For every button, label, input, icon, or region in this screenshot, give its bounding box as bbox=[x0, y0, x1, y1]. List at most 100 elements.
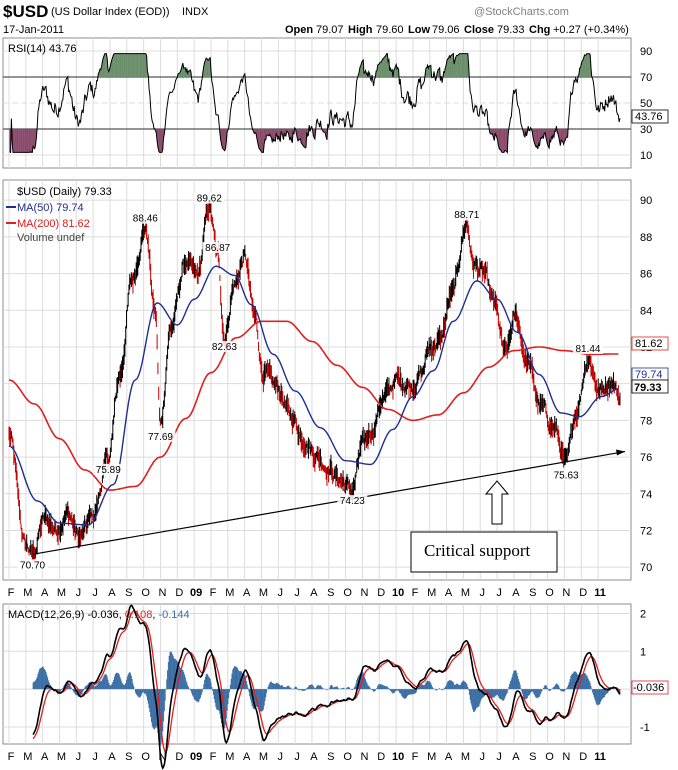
peak-label-bg bbox=[451, 209, 482, 221]
x-tick-label: O bbox=[141, 587, 150, 599]
x-tick-label: A bbox=[512, 587, 520, 599]
price-bars bbox=[8, 197, 621, 564]
x-tick-label: J bbox=[496, 751, 502, 763]
x-tick-label: J bbox=[278, 587, 284, 599]
x-tick-label: S bbox=[327, 587, 334, 599]
x-tick-label: M bbox=[427, 751, 436, 763]
x-tick-label: D bbox=[377, 751, 385, 763]
symbol-name: (US Dollar Index (EOD)) bbox=[51, 6, 170, 18]
open-value: 79.07 bbox=[316, 24, 344, 36]
price-tick-label: 70 bbox=[640, 562, 652, 574]
x-tick-label: J bbox=[76, 587, 82, 599]
rsi-last-value: 43.76 bbox=[635, 111, 663, 123]
chg-value: +0.27 (+0.34%) bbox=[553, 24, 629, 36]
price-tick-label: 78 bbox=[640, 415, 652, 427]
x-tick-label: J bbox=[480, 751, 486, 763]
peak-label: 75.63 bbox=[554, 470, 579, 481]
x-tick-label: J bbox=[92, 751, 98, 763]
peak-label-bg bbox=[551, 469, 582, 481]
macd-tick-label: 1 bbox=[640, 646, 646, 658]
peak-label: 89.62 bbox=[197, 194, 222, 205]
x-tick-label: A bbox=[41, 587, 49, 599]
chart-date: 17-Jan-2011 bbox=[3, 24, 64, 36]
peak-label-bg bbox=[130, 212, 161, 224]
x-tick-label: 11 bbox=[594, 751, 606, 763]
macd-line bbox=[32, 604, 621, 770]
x-tick-label: N bbox=[158, 587, 166, 599]
peak-label: 74.23 bbox=[340, 496, 365, 507]
close-label: Close bbox=[464, 24, 494, 36]
peak-labels: 70.70 75.89 88.46 77.69 89.62 86.87 82.63 74.23… bbox=[17, 192, 603, 571]
x-tick-label: N bbox=[360, 751, 368, 763]
price-tick-label: 84 bbox=[640, 305, 652, 317]
rsi-legend: RSI(14) 43.76 bbox=[8, 43, 76, 55]
x-tick-label: F bbox=[210, 751, 217, 763]
peak-label: 70.70 bbox=[20, 560, 45, 571]
macd-tick-label: -1 bbox=[640, 722, 650, 734]
peak-label-bg bbox=[337, 495, 368, 507]
x-tick-label: A bbox=[445, 587, 453, 599]
x-tick-label: M bbox=[461, 751, 470, 763]
x-tick-label: M bbox=[23, 587, 32, 599]
x-tick-label: J bbox=[92, 587, 98, 599]
macd-tick-label: 2 bbox=[640, 608, 646, 620]
close-value: 79.33 bbox=[497, 24, 525, 36]
x-tick-label: N bbox=[158, 751, 166, 763]
peak-label-bg bbox=[145, 430, 176, 442]
peak-label-bg bbox=[209, 340, 240, 352]
price-legend-main: $USD (Daily) 79.33 bbox=[17, 186, 112, 198]
x-tick-label: J bbox=[278, 751, 284, 763]
price-last-value: 79.33 bbox=[634, 382, 662, 394]
x-tick-label: A bbox=[108, 587, 116, 599]
ma200-last-value: 81.62 bbox=[635, 338, 663, 350]
support-trendline bbox=[32, 450, 626, 555]
price-tick-label: 90 bbox=[640, 195, 652, 207]
x-tick-label: A bbox=[41, 751, 49, 763]
x-tick-label: N bbox=[360, 587, 368, 599]
x-tick-label: 10 bbox=[392, 587, 404, 599]
x-tick-label: M bbox=[23, 751, 32, 763]
x-tick-label: M bbox=[427, 587, 436, 599]
macd-last-value: -0.036 bbox=[633, 682, 664, 694]
ma50-legend: MA(50) 79.74 bbox=[17, 202, 84, 214]
x-tick-label: D bbox=[579, 587, 587, 599]
chg-label: Chg bbox=[529, 24, 550, 36]
peak-label-bg bbox=[194, 192, 225, 204]
price-tick-label: 74 bbox=[640, 489, 652, 501]
x-tick-label: M bbox=[259, 587, 268, 599]
peak-label-bg bbox=[572, 342, 603, 354]
rsi-tick-label: 70 bbox=[640, 72, 652, 84]
peak-label: 82.63 bbox=[212, 342, 237, 353]
x-tick-label: D bbox=[175, 751, 183, 763]
ma50-line bbox=[8, 265, 619, 526]
peak-label-bg bbox=[17, 559, 48, 571]
low-label: Low bbox=[408, 24, 430, 36]
macd-panel bbox=[2, 603, 632, 745]
rsi-plot bbox=[9, 52, 621, 154]
x-axis-labels-bottom: F M A M J J A S O N D 09 F M A M J J A S O N D 10 F M A M J J A S O N D 11 bbox=[8, 751, 606, 763]
high-value: 79.60 bbox=[376, 24, 404, 36]
x-tick-label: A bbox=[243, 587, 251, 599]
x-tick-label: M bbox=[259, 751, 268, 763]
peak-label: 81.44 bbox=[575, 344, 600, 355]
price-tick-label: 76 bbox=[640, 452, 652, 464]
x-tick-label: F bbox=[8, 587, 15, 599]
x-tick-label: M bbox=[57, 587, 66, 599]
macd-legend-label: MACD(12,26,9) bbox=[8, 609, 84, 621]
x-tick-label: F bbox=[412, 587, 419, 599]
x-tick-label: F bbox=[210, 587, 217, 599]
x-tick-label: O bbox=[141, 751, 150, 763]
x-tick-label: D bbox=[579, 751, 587, 763]
peak-label: 86.87 bbox=[205, 243, 230, 254]
peak-label: 88.71 bbox=[454, 210, 479, 221]
rsi-tick-label: 90 bbox=[640, 46, 652, 58]
x-tick-label: S bbox=[529, 751, 536, 763]
symbol: $USD bbox=[3, 2, 48, 21]
macd-last-box bbox=[631, 680, 669, 695]
x-tick-label: J bbox=[294, 751, 300, 763]
price-tick-label: 86 bbox=[640, 269, 652, 281]
price-value-boxes: 81.62 79.74 79.33 bbox=[631, 336, 669, 394]
macd-ticks: 210-1 bbox=[640, 608, 650, 734]
annotation-text: Critical support bbox=[424, 541, 531, 560]
